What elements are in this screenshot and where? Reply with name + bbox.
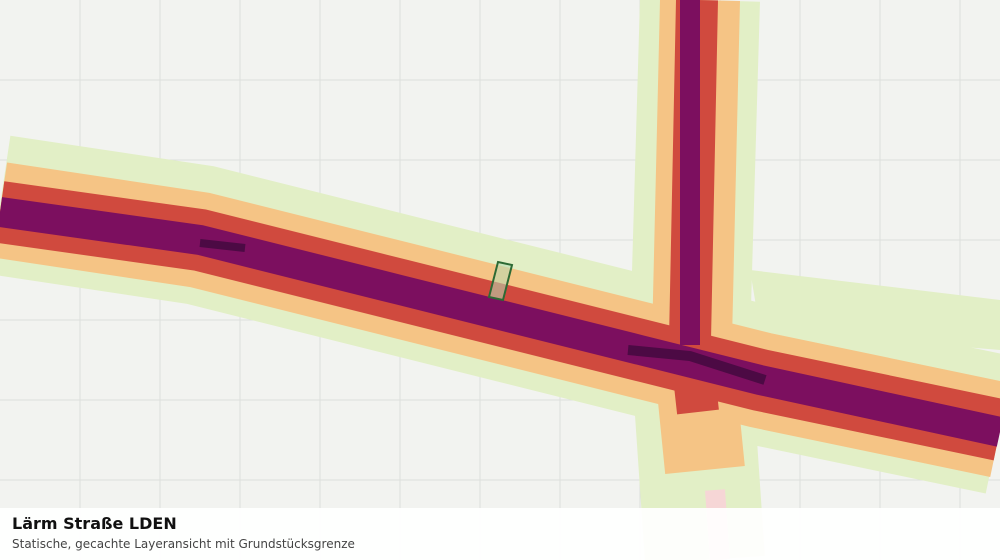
parcel-boundary bbox=[487, 260, 514, 302]
layer-title: Lärm Straße LDEN bbox=[12, 514, 177, 533]
legend-panel: Lärm Straße LDEN Statische, gecachte Lay… bbox=[0, 508, 1000, 560]
layer-subtitle: Statische, gecachte Layeransicht mit Gru… bbox=[12, 537, 355, 551]
